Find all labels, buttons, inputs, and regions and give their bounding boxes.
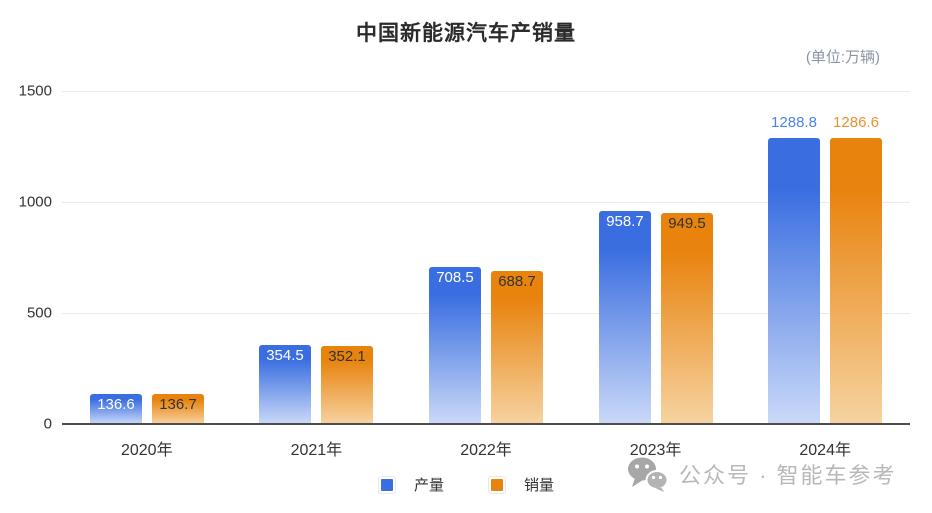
bar-sales-2024[interactable] xyxy=(830,138,882,424)
y-axis-tick-500: 500 xyxy=(26,304,52,322)
legend-item-sales[interactable]: 销量 xyxy=(488,474,554,495)
wechat-icon xyxy=(628,457,669,492)
legend-label-production: 产量 xyxy=(413,477,444,494)
value-label-sales-2021: 352.1 xyxy=(328,348,366,365)
value-label-production-2022: 708.5 xyxy=(436,269,474,286)
legend-swatch-production xyxy=(377,475,396,494)
value-label-production-2024: 1288.8 xyxy=(771,114,817,131)
bar-production-2021[interactable] xyxy=(259,345,311,424)
value-label-production-2020: 136.6 xyxy=(97,396,135,413)
y-axis-tick-1000: 1000 xyxy=(18,193,52,211)
bar-production-2024[interactable] xyxy=(768,138,820,424)
gridline-1500 xyxy=(62,91,910,92)
y-axis-tick-1500: 1500 xyxy=(18,82,52,100)
legend-swatch-color-sales xyxy=(491,478,503,491)
value-label-production-2021: 354.5 xyxy=(266,347,304,364)
bar-sales-2020[interactable] xyxy=(152,394,204,424)
unit-label: (单位:万辆) xyxy=(805,49,880,66)
bar-sales-2023[interactable] xyxy=(661,213,713,424)
legend: 产量 销量 xyxy=(0,474,932,495)
chart-title: 中国新能源汽车产销量 xyxy=(356,22,576,45)
x-axis-label-2021: 2021年 xyxy=(290,442,343,459)
y-axis-tick-0: 0 xyxy=(43,415,52,433)
gridline-500 xyxy=(62,313,910,314)
x-axis-label-2023: 2023年 xyxy=(629,442,682,459)
bar-sales-2022[interactable] xyxy=(491,271,543,424)
value-label-sales-2020: 136.7 xyxy=(159,396,197,413)
bar-production-2020[interactable] xyxy=(90,394,142,424)
legend-label-sales: 销量 xyxy=(524,477,555,494)
bar-production-2023[interactable] xyxy=(599,211,651,424)
x-axis-label-2022: 2022年 xyxy=(460,442,512,459)
bar-sales-2021[interactable] xyxy=(321,346,373,424)
value-label-production-2023: 958.7 xyxy=(606,213,644,230)
value-label-sales-2023: 949.5 xyxy=(668,215,706,232)
legend-swatch-color-production xyxy=(380,478,393,491)
watermark: 公众号 · 智能车参考 xyxy=(627,456,897,492)
x-axis-label-2020: 2020年 xyxy=(120,442,173,459)
legend-item-production[interactable]: 产量 xyxy=(377,474,444,495)
bar-production-2022[interactable] xyxy=(429,267,481,424)
gridline-1000 xyxy=(62,202,910,203)
x-axis-label-2024: 2024年 xyxy=(799,442,851,459)
legend-swatch-sales xyxy=(488,475,506,494)
value-label-sales-2024: 1286.6 xyxy=(833,114,879,131)
watermark-text: 公众号 · 智能车参考 xyxy=(679,463,897,488)
value-label-sales-2022: 688.7 xyxy=(498,273,536,290)
x-axis-line xyxy=(62,423,910,425)
